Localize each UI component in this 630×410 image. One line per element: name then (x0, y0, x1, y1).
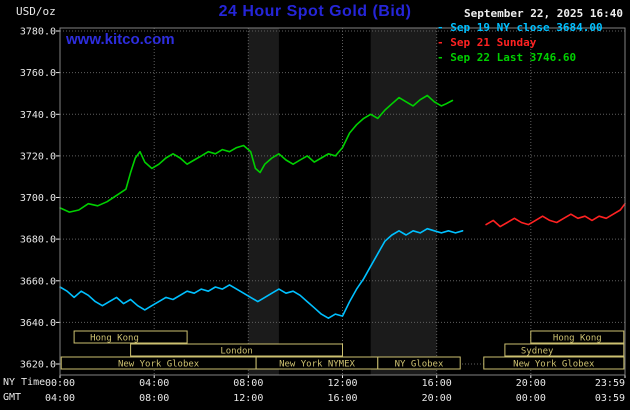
y-axis-unit-label: USD/oz (16, 5, 56, 18)
session-label: New York Globex (513, 360, 595, 370)
plot-border (59, 27, 626, 376)
y-axis-tick-label: 3740.0 (20, 110, 56, 121)
price-line-sep22 (59, 94, 454, 213)
page-title: 24 Hour Spot Gold (Bid) (218, 3, 412, 20)
y-axis-tick-label: 3620.0 (20, 360, 56, 371)
session-label: Sydney (521, 347, 554, 357)
y-axis-tick-label: 3720.0 (20, 151, 56, 162)
x-axis-gmt-label: 00:00 (516, 393, 546, 404)
legend-item-2: - Sep 22 Last 3746.60 (437, 51, 577, 64)
session-box-ny-globex (377, 356, 461, 370)
session-box-new-york-globex (483, 356, 625, 370)
price-line-sep19 (59, 227, 464, 320)
session-box-hong-kong (530, 330, 625, 344)
y-axis-tick-label: 3640.0 (20, 318, 56, 329)
session-box-london (130, 343, 343, 357)
x-axis-nytime-label: 00:00 (45, 378, 75, 389)
session-label: New York NYMEX (279, 360, 355, 370)
y-axis-tick-label: 3660.0 (20, 276, 56, 287)
x-axis-gmt-label: 03:59 (595, 393, 625, 404)
session-label: London (220, 347, 253, 357)
x-axis-name-nytime: NY Time (3, 377, 46, 388)
y-axis-tick-label: 3760.0 (20, 68, 56, 79)
legend: - Sep 19 NY close 3684.00 - Sep 21 Sunday… (437, 20, 603, 65)
x-axis-gmt-label: 08:00 (139, 393, 169, 404)
chart-datetime: September 22, 2025 16:40 (464, 7, 623, 20)
kitco-watermark: www.kitco.com (66, 31, 175, 48)
session-box-hong-kong (73, 330, 188, 344)
x-axis-gmt-label: 12:00 (233, 393, 263, 404)
x-axis-gmt-label: 16:00 (327, 393, 357, 404)
x-axis-nytime-label: 20:00 (516, 378, 546, 389)
y-axis-tick-label: 3780.0 (20, 27, 56, 38)
price-line-sep21 (485, 202, 626, 228)
x-axis-nytime-label: 12:00 (327, 378, 357, 389)
x-axis-nytime-label: 08:00 (233, 378, 263, 389)
session-shade-band (248, 28, 279, 375)
session-shade-band (370, 28, 437, 375)
x-axis-nytime-label: 04:00 (139, 378, 169, 389)
session-label: Hong Kong (553, 334, 602, 344)
legend-item-0: - Sep 19 NY close 3684.00 (437, 21, 603, 34)
x-axis-name-gmt: GMT (3, 392, 22, 403)
session-label: New York Globex (118, 360, 200, 370)
x-axis-gmt-label: 04:00 (45, 393, 75, 404)
x-axis-gmt-label: 20:00 (422, 393, 452, 404)
session-label: NY Globex (395, 360, 444, 370)
session-box-sydney (504, 343, 625, 357)
y-axis-tick-label: 3680.0 (20, 235, 56, 246)
legend-item-1: - Sep 21 Sunday (437, 36, 537, 49)
x-axis-nytime-label: 23:59 (595, 378, 625, 389)
session-label: Hong Kong (90, 334, 139, 344)
x-axis-nytime-label: 16:00 (422, 378, 452, 389)
y-axis-tick-label: 3700.0 (20, 193, 56, 204)
